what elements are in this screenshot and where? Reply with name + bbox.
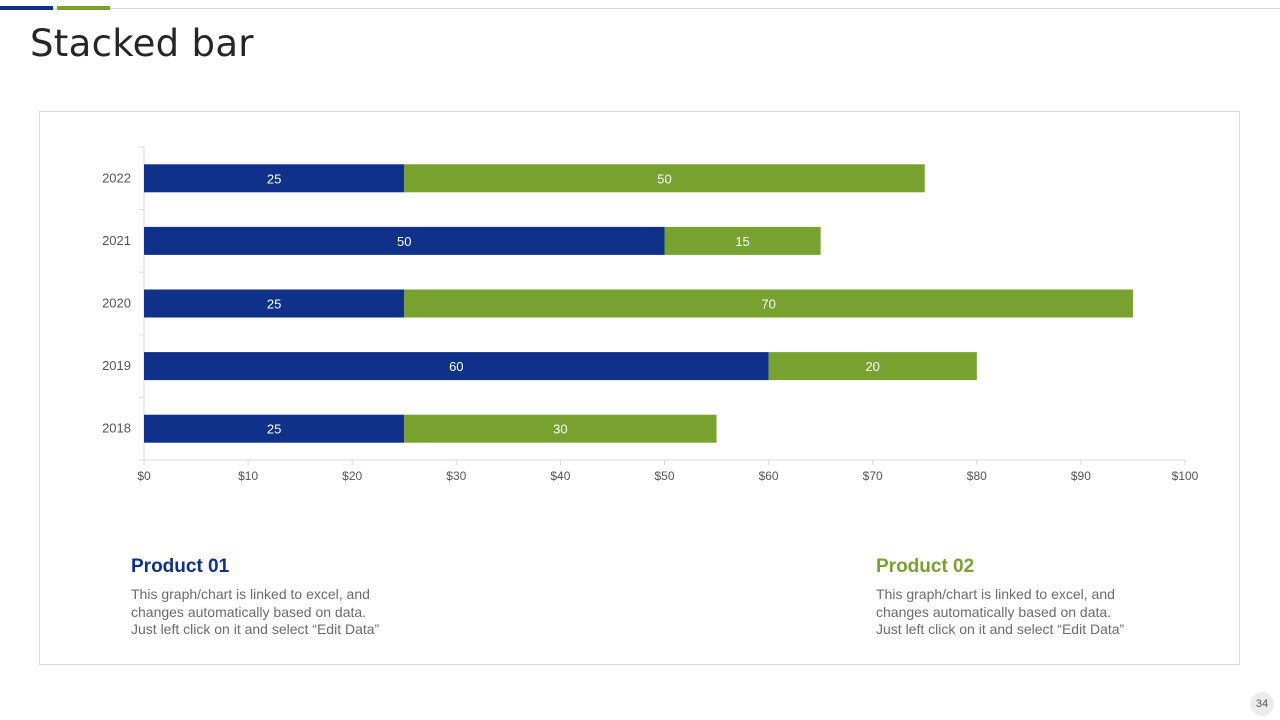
bar-product-02 [404,164,925,193]
legend-line: Just left click on it and select “Edit D… [876,621,1125,637]
bar-product-01 [144,164,405,193]
bar-product-02 [768,352,977,381]
bar-data-label: 30 [553,422,567,437]
x-tick-label: $10 [238,469,258,483]
y-category-label: 2020 [102,296,131,311]
header-accent-green [57,6,110,10]
x-tick-label: $20 [342,469,362,483]
page-number: 34 [1250,692,1274,716]
legend-title-product-02: Product 02 [876,556,975,577]
legend-product-01: Product 01 This graph/chart is linked to… [131,556,431,639]
chart-frame[interactable] [39,111,1240,665]
bar-product-01 [144,226,665,255]
bar-data-label: 25 [267,422,281,437]
bar-product-01 [144,352,769,381]
bar-product-02 [404,414,717,443]
legend-description-product-02: This graph/chart is linked to excel, and… [876,586,1176,639]
x-tick-label: $100 [1172,469,1199,483]
bar-data-label: 15 [735,234,749,249]
x-tick-label: $0 [137,469,151,483]
bar-data-label: 70 [761,297,775,312]
legend-line: changes automatically based on data. [131,603,367,620]
bar-data-label: 50 [397,234,411,249]
y-category-label: 2018 [102,421,131,436]
bar-product-02 [664,226,821,255]
y-category-label: 2019 [102,358,131,373]
x-tick-label: $80 [967,469,987,483]
bar-product-02 [404,289,1133,318]
legend-description-product-01: This graph/chart is linked to excel, and… [131,586,431,639]
bar-data-label: 25 [267,171,281,186]
bar-product-01 [144,414,405,443]
header-accent-blue [0,6,53,10]
legend-title-product-01: Product 01 [131,556,230,577]
x-tick-label: $90 [1071,469,1091,483]
header-divider [0,8,1280,9]
slide-title: Stacked bar [30,22,254,65]
x-tick-label: $40 [550,469,570,483]
bar-data-label: 60 [449,359,463,374]
legend-product-02: Product 02 This graph/chart is linked to… [876,556,1176,639]
x-tick-label: $30 [446,469,466,483]
x-tick-label: $60 [759,469,779,483]
bar-product-01 [144,289,405,318]
bar-data-label: 20 [865,359,879,374]
legend-line: changes automatically based on data. [876,603,1112,620]
x-tick-label: $50 [654,469,674,483]
y-category-label: 2021 [102,233,131,248]
y-category-label: 2022 [102,170,131,185]
legend-line: Just left click on it and select “Edit D… [131,621,380,637]
x-tick-label: $70 [863,469,883,483]
bar-data-label: 50 [657,171,671,186]
legend-line: This graph/chart is linked to excel, and [131,586,370,602]
bar-data-label: 25 [267,297,281,312]
legend-line: This graph/chart is linked to excel, and [876,586,1115,602]
